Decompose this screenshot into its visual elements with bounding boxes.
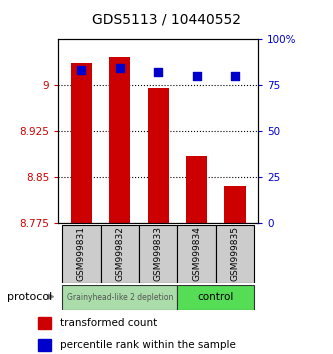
Text: transformed count: transformed count — [60, 318, 158, 328]
Text: Grainyhead-like 2 depletion: Grainyhead-like 2 depletion — [67, 293, 173, 302]
Bar — [71, 63, 92, 223]
Bar — [38, 339, 51, 351]
FancyBboxPatch shape — [62, 285, 177, 310]
Bar — [148, 88, 169, 223]
Point — [194, 73, 199, 79]
Text: GSM999835: GSM999835 — [230, 227, 239, 281]
Text: protocol: protocol — [7, 292, 52, 302]
Text: GDS5113 / 10440552: GDS5113 / 10440552 — [92, 12, 241, 27]
Point — [232, 73, 238, 79]
Text: GSM999832: GSM999832 — [115, 227, 124, 281]
FancyBboxPatch shape — [177, 285, 254, 310]
FancyBboxPatch shape — [62, 225, 101, 283]
Text: GSM999834: GSM999834 — [192, 227, 201, 281]
Bar — [38, 317, 51, 329]
Text: control: control — [197, 292, 234, 302]
Bar — [186, 155, 207, 223]
Text: GSM999831: GSM999831 — [77, 227, 86, 281]
FancyBboxPatch shape — [139, 225, 177, 283]
FancyBboxPatch shape — [177, 225, 216, 283]
Text: GSM999833: GSM999833 — [154, 227, 163, 281]
Bar — [224, 186, 246, 223]
FancyBboxPatch shape — [101, 225, 139, 283]
Point — [79, 67, 84, 73]
Bar — [109, 57, 130, 223]
Point — [117, 65, 123, 71]
Point — [156, 69, 161, 75]
FancyBboxPatch shape — [216, 225, 254, 283]
Text: percentile rank within the sample: percentile rank within the sample — [60, 340, 236, 350]
